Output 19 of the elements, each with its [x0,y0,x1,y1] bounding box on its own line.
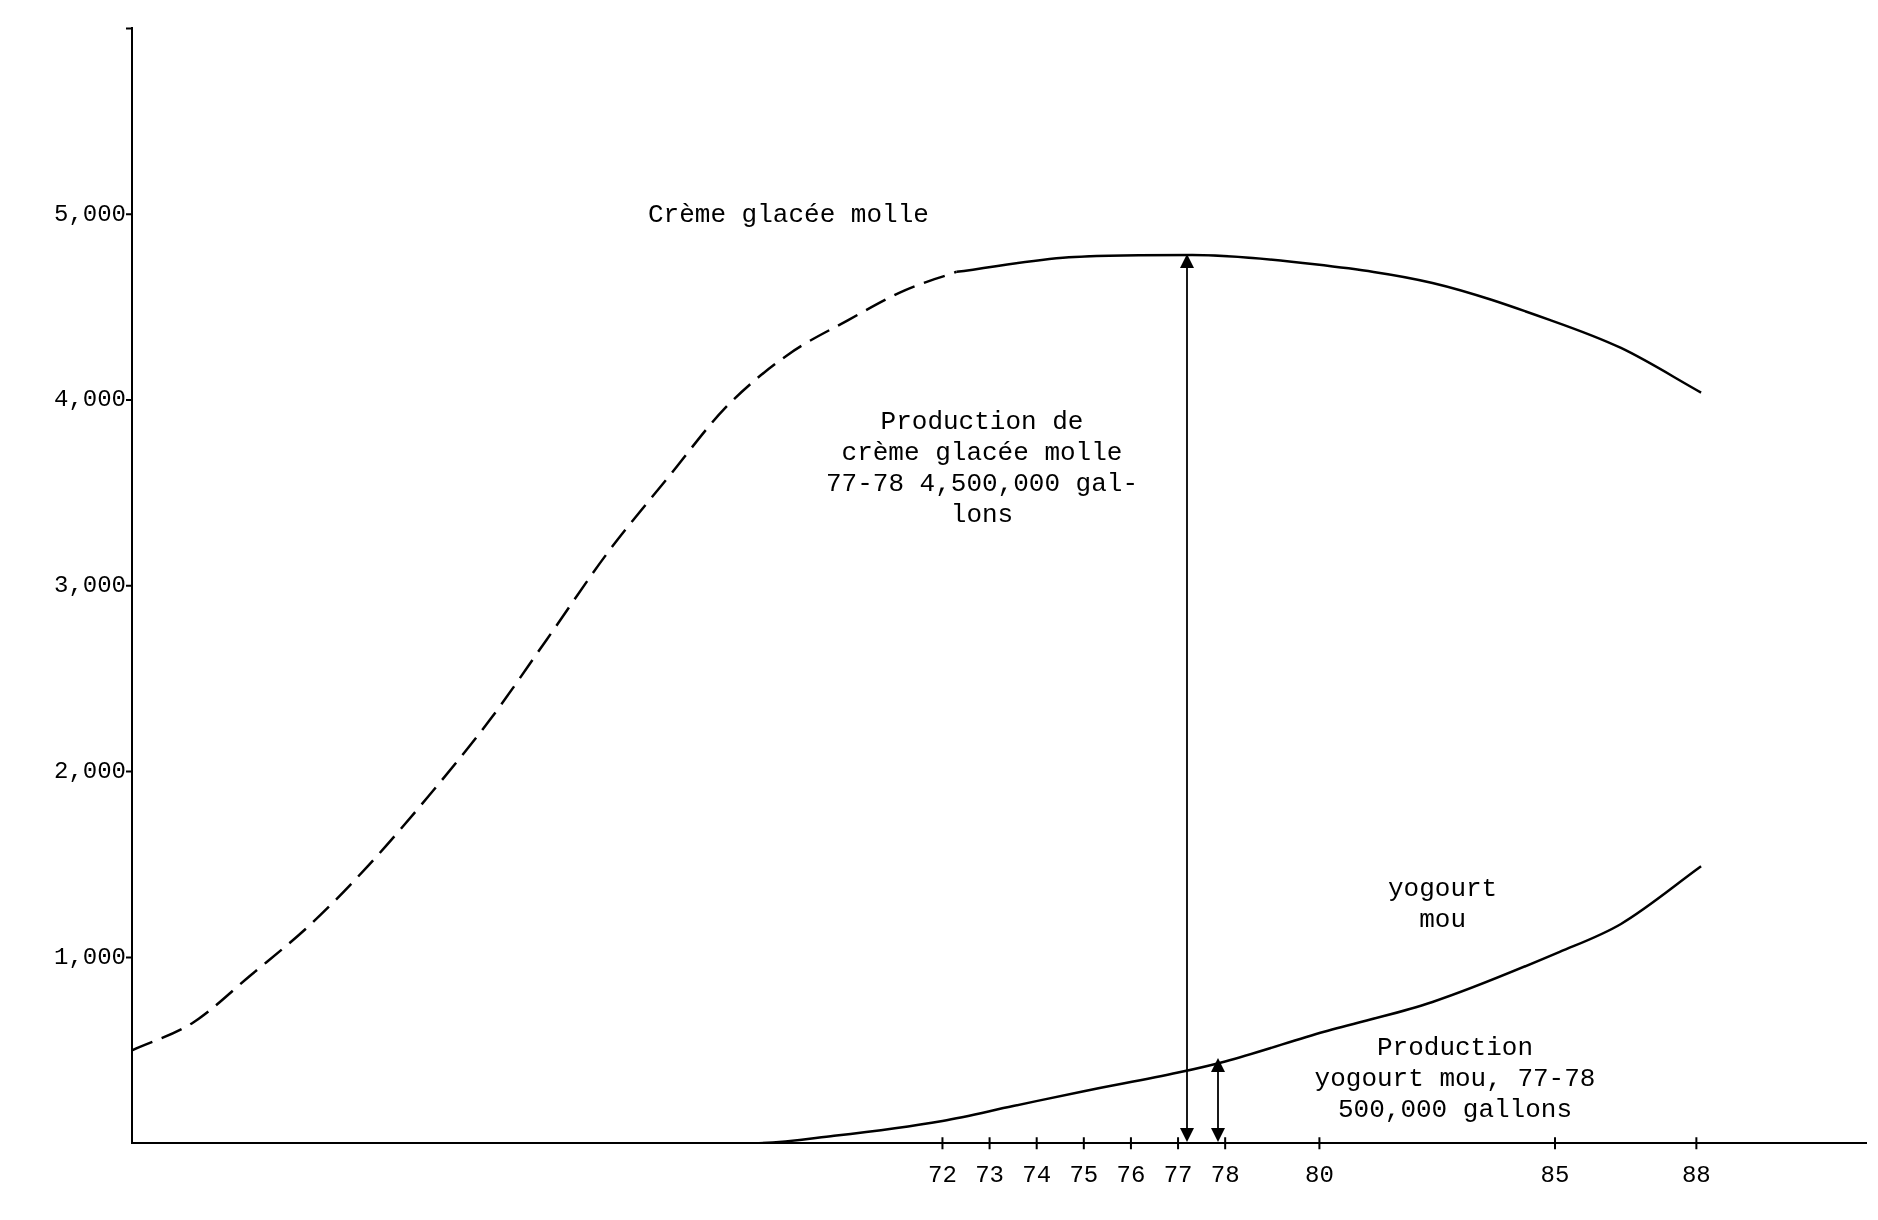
annotation: Production de crème glacée molle 77-78 4,500,000 gal- lons [825,407,1139,531]
x-tick-label: 74 [1022,1161,1052,1189]
series-label: Crème glacée molle [648,200,929,231]
y-tick-label: 3,000 [53,572,126,600]
x-tick-label: 88 [1681,1161,1711,1189]
series-label: yogourt mou [1388,874,1498,936]
x-tick-label: 73 [975,1161,1004,1189]
annotation: Production yogourt mou, 77-78 500,000 gallons [1314,1033,1596,1126]
x-tick-label: 80 [1305,1161,1334,1189]
x-tick-label: 78 [1210,1161,1240,1189]
y-tick-label: 2,000 [53,757,126,785]
x-tick-label: 72 [928,1161,957,1189]
y-tick-label: 4,000 [53,386,126,414]
x-tick-label: 85 [1540,1161,1570,1189]
x-tick-label: 77 [1163,1161,1193,1189]
y-tick-label: 1,000 [53,943,126,971]
x-tick-label: 76 [1116,1161,1146,1189]
y-tick-label: 5,000 [53,200,126,228]
x-tick-label: 75 [1069,1161,1099,1189]
